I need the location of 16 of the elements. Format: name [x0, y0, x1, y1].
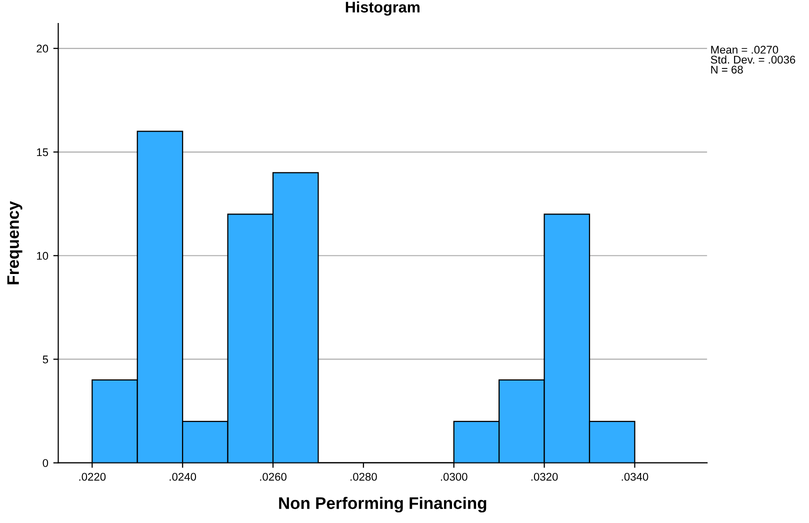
x-tick-label: .0220 — [79, 472, 106, 481]
x-tick-label: .0320 — [531, 472, 558, 481]
x-tick-label: .0240 — [170, 472, 196, 481]
y-tick-label: 15 — [37, 148, 48, 156]
y-tick-label: 10 — [37, 252, 48, 260]
x-tick-label: .0340 — [622, 472, 648, 481]
x-axis-title: Non Performing Financing — [279, 496, 486, 512]
y-tick-label: 0 — [42, 459, 48, 467]
chart-title: Histogram — [346, 1, 420, 16]
text: Mean = .0270 Std. Dev. = .0036 N = 68 — [710, 46, 796, 74]
x-tick-label: .0260 — [260, 472, 286, 481]
x-tick-label: .0280 — [350, 472, 377, 481]
x-tick-label: .0300 — [440, 472, 468, 481]
y-axis-title: Frequency — [7, 201, 22, 284]
y-tick-label: 20 — [36, 44, 48, 53]
y-tick-label: 5 — [42, 356, 48, 364]
